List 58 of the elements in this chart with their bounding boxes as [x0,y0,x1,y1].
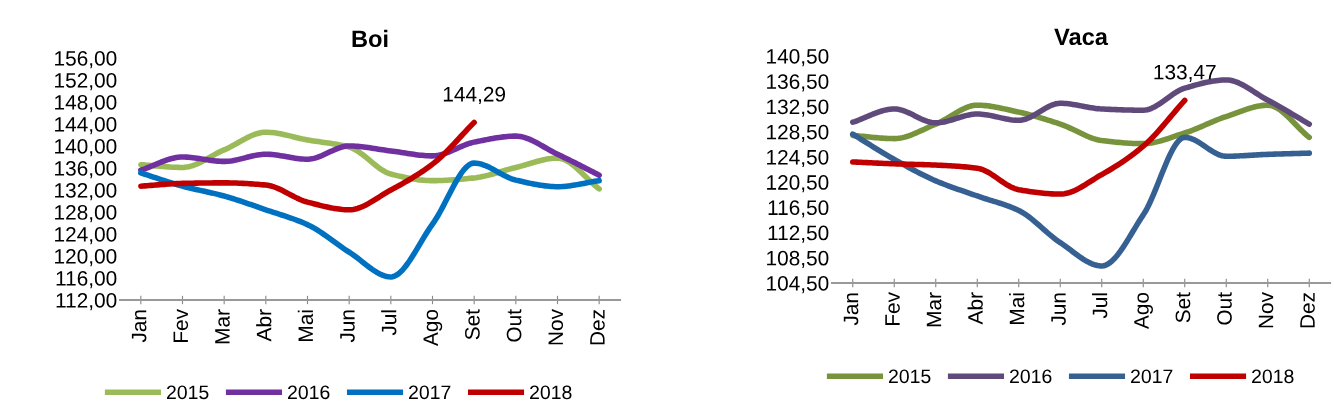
x-tick-label: Abr [256,309,272,342]
y-tick-label: 140,50 [767,49,829,67]
legend-label: 2018 [1252,369,1294,384]
y-tick-label: 144,00 [55,117,117,135]
chart-title: Vaca [1054,28,1109,46]
x-tick-label: Jun [340,310,355,343]
y-tick-label: 148,00 [55,95,117,113]
legend-label: 2015 [888,369,931,384]
x-tick-label: Jul [381,310,397,336]
x-tick-label: Ago [423,309,443,347]
y-tick-label: 116,50 [768,200,829,218]
x-tick-label: Abr [967,292,983,325]
x-tick-label: Dez [1300,293,1315,328]
annotation: 144,29 [443,86,506,105]
y-tick-label: 120,00 [55,249,117,267]
y-tick-label: 124,50 [767,149,829,168]
x-tick-label: Set [1175,292,1191,323]
y-tick-label: 152,00 [55,73,117,91]
legend-label: 2017 [409,385,451,400]
x-tick-label: Fev [173,309,189,343]
y-tick-label: 132,00 [55,183,117,201]
legend-label: 2016 [288,385,330,400]
chart-title: Boi [352,29,388,48]
y-tick-label: 108,50 [767,250,829,268]
x-tick-label: Dez [590,310,605,345]
x-tick-label: Mai [297,310,314,341]
x-tick-label: Ago [1134,292,1153,330]
legend-label: 2018 [530,385,572,400]
y-tick-label: 140,00 [55,139,117,157]
y-tick-label: 104,50 [767,276,829,294]
x-tick-label: Mai [1009,293,1025,324]
y-tick-label: 112,00 [56,293,117,311]
x-tick-label: Jan [131,310,147,343]
y-tick-label: 136,50 [767,74,829,92]
x-tick-label: Jun [1051,293,1066,326]
y-tick-label: 120,50 [767,175,829,193]
y-tick-label: 128,50 [767,124,829,142]
x-tick-label: Nov [548,309,564,345]
x-tick-label: Mar [215,309,230,344]
x-tick-label: Out [1217,292,1232,325]
x-tick-label: Fev [885,292,900,326]
x-tick-label: Set [465,309,480,340]
legend-label: 2016 [1010,369,1052,384]
x-tick-label: Nov [1258,292,1274,328]
legend-label: 2015 [166,385,209,400]
y-tick-label: 124,00 [55,227,117,245]
y-tick-label: 132,50 [767,99,829,117]
y-tick-label: 112,50 [768,225,829,243]
y-tick-label: 136,00 [55,161,117,179]
y-tick-label: 128,00 [55,205,117,223]
y-tick-label: 116,00 [56,271,117,289]
y-tick-label: 156,00 [55,51,117,69]
legend-label: 2017 [1131,369,1173,384]
x-tick-label: Out [506,309,522,342]
x-tick-label: Jul [1092,293,1108,319]
x-tick-label: Mar [926,292,942,327]
x-tick-label: Jan [843,293,859,326]
annotation: 133,47 [1154,64,1216,82]
